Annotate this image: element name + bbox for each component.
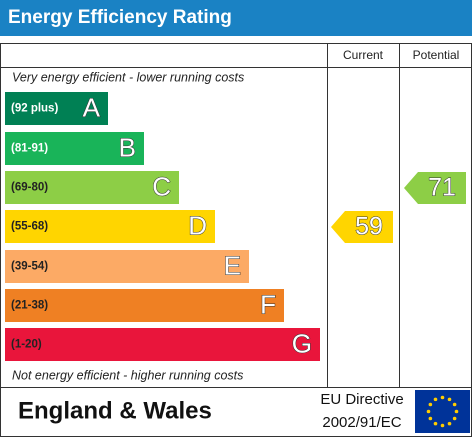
directive: EU Directive (320, 391, 403, 408)
band (5, 132, 144, 165)
star (428, 402, 433, 407)
rating-value: 59 (355, 213, 383, 241)
band-range: (39-54) (11, 261, 48, 273)
star (447, 421, 452, 426)
star (433, 397, 438, 402)
column-header: Current (343, 48, 384, 62)
rating-value: 71 (428, 174, 456, 202)
star (433, 421, 438, 426)
band-letter: A (83, 92, 101, 122)
band-letter: B (119, 132, 136, 162)
band-range: (81-91) (11, 143, 48, 155)
star (428, 416, 433, 421)
star (440, 423, 445, 428)
band-letter: G (292, 328, 312, 358)
band-range: (1-20) (11, 339, 42, 351)
star (452, 402, 457, 407)
column-header: Potential (413, 48, 460, 62)
rating-arrow (404, 172, 466, 204)
directive: 2002/91/EC (322, 414, 401, 431)
star (426, 409, 431, 414)
band (5, 289, 284, 322)
region: England & Wales (18, 397, 212, 424)
band-range: (55-68) (11, 221, 48, 233)
star (447, 397, 452, 402)
band-range: (69-80) (11, 182, 48, 194)
star (440, 395, 445, 400)
band-letter: F (260, 289, 276, 319)
title-bar (0, 0, 472, 36)
title: Energy Efficiency Rating (8, 7, 232, 28)
band-letter: D (188, 210, 207, 240)
band-range: (92 plus) (11, 103, 58, 115)
band-letter: C (152, 171, 171, 201)
star (454, 409, 459, 414)
top-note: Very energy efficient - lower running co… (12, 70, 244, 84)
star (452, 416, 457, 421)
band (5, 328, 320, 361)
eu-flag (415, 390, 470, 433)
band (5, 92, 108, 125)
band (5, 171, 179, 204)
band (5, 250, 249, 283)
band (5, 210, 215, 243)
band-range: (21-38) (11, 300, 48, 312)
bottom-note: Not energy efficient - higher running co… (12, 368, 243, 382)
rating-arrow (331, 211, 393, 243)
band-letter: E (224, 250, 241, 280)
